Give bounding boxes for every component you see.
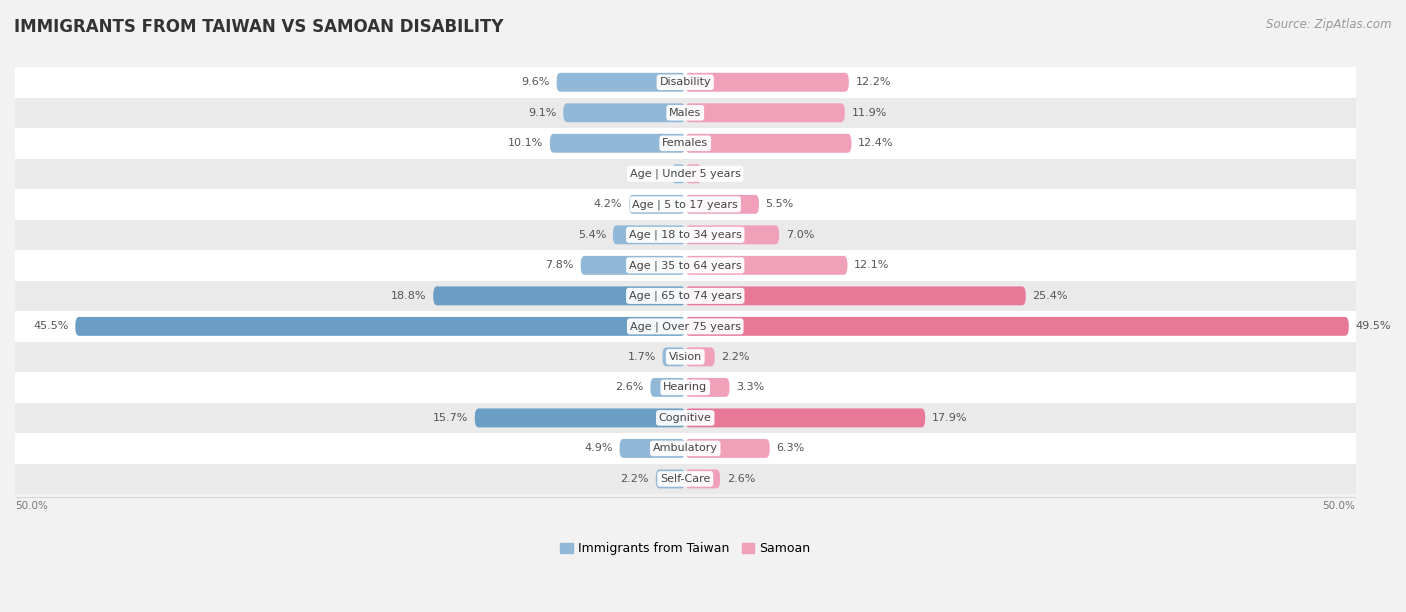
Text: 2.2%: 2.2% <box>620 474 650 484</box>
Bar <box>15 341 1355 372</box>
Bar <box>15 220 1355 250</box>
Text: Age | Over 75 years: Age | Over 75 years <box>630 321 741 332</box>
Text: 50.0%: 50.0% <box>15 501 48 511</box>
FancyBboxPatch shape <box>628 195 685 214</box>
Text: 50.0%: 50.0% <box>1323 501 1355 511</box>
Text: 1.2%: 1.2% <box>709 169 737 179</box>
FancyBboxPatch shape <box>685 348 714 367</box>
FancyBboxPatch shape <box>685 286 1026 305</box>
FancyBboxPatch shape <box>685 165 702 183</box>
FancyBboxPatch shape <box>685 195 759 214</box>
FancyBboxPatch shape <box>685 256 848 275</box>
Bar <box>15 403 1355 433</box>
Text: 3.3%: 3.3% <box>737 382 765 392</box>
Text: 9.6%: 9.6% <box>522 77 550 88</box>
Text: 25.4%: 25.4% <box>1032 291 1069 301</box>
FancyBboxPatch shape <box>685 73 849 92</box>
Text: 45.5%: 45.5% <box>34 321 69 331</box>
FancyBboxPatch shape <box>685 469 720 488</box>
FancyBboxPatch shape <box>564 103 685 122</box>
Text: 6.3%: 6.3% <box>776 444 804 453</box>
Text: Males: Males <box>669 108 702 118</box>
Text: 4.9%: 4.9% <box>585 444 613 453</box>
Text: 49.5%: 49.5% <box>1355 321 1391 331</box>
Text: IMMIGRANTS FROM TAIWAN VS SAMOAN DISABILITY: IMMIGRANTS FROM TAIWAN VS SAMOAN DISABIL… <box>14 18 503 36</box>
FancyBboxPatch shape <box>685 317 1348 336</box>
Text: 2.6%: 2.6% <box>616 382 644 392</box>
Text: 2.6%: 2.6% <box>727 474 755 484</box>
Text: Age | 65 to 74 years: Age | 65 to 74 years <box>628 291 742 301</box>
Bar <box>15 189 1355 220</box>
Text: Source: ZipAtlas.com: Source: ZipAtlas.com <box>1267 18 1392 31</box>
Text: 11.9%: 11.9% <box>852 108 887 118</box>
Bar <box>15 433 1355 464</box>
FancyBboxPatch shape <box>581 256 685 275</box>
Text: Ambulatory: Ambulatory <box>652 444 717 453</box>
FancyBboxPatch shape <box>685 439 769 458</box>
Text: Age | 18 to 34 years: Age | 18 to 34 years <box>628 230 742 240</box>
Bar <box>15 67 1355 97</box>
FancyBboxPatch shape <box>672 165 685 183</box>
Text: Self-Care: Self-Care <box>659 474 710 484</box>
FancyBboxPatch shape <box>651 378 685 397</box>
Bar <box>15 250 1355 281</box>
Text: Vision: Vision <box>669 352 702 362</box>
FancyBboxPatch shape <box>613 225 685 244</box>
Text: Age | 5 to 17 years: Age | 5 to 17 years <box>633 199 738 209</box>
FancyBboxPatch shape <box>655 469 685 488</box>
Text: 18.8%: 18.8% <box>391 291 426 301</box>
Text: 12.1%: 12.1% <box>855 260 890 271</box>
Text: 2.2%: 2.2% <box>721 352 749 362</box>
Text: 10.1%: 10.1% <box>508 138 543 148</box>
FancyBboxPatch shape <box>433 286 685 305</box>
Text: 9.1%: 9.1% <box>529 108 557 118</box>
Text: 7.0%: 7.0% <box>786 230 814 240</box>
Bar <box>15 464 1355 494</box>
FancyBboxPatch shape <box>685 408 925 427</box>
Text: 1.7%: 1.7% <box>627 352 655 362</box>
Text: Age | 35 to 64 years: Age | 35 to 64 years <box>628 260 741 271</box>
Bar <box>15 281 1355 311</box>
Text: 12.4%: 12.4% <box>858 138 894 148</box>
Bar <box>15 128 1355 159</box>
Text: 5.4%: 5.4% <box>578 230 606 240</box>
Text: Females: Females <box>662 138 709 148</box>
Text: 12.2%: 12.2% <box>855 77 891 88</box>
FancyBboxPatch shape <box>685 225 779 244</box>
FancyBboxPatch shape <box>685 378 730 397</box>
Text: 4.2%: 4.2% <box>593 200 623 209</box>
Text: 5.5%: 5.5% <box>766 200 794 209</box>
Text: 7.8%: 7.8% <box>546 260 574 271</box>
FancyBboxPatch shape <box>620 439 685 458</box>
FancyBboxPatch shape <box>76 317 685 336</box>
Text: Hearing: Hearing <box>664 382 707 392</box>
FancyBboxPatch shape <box>685 134 852 153</box>
Text: Age | Under 5 years: Age | Under 5 years <box>630 168 741 179</box>
Text: Disability: Disability <box>659 77 711 88</box>
Bar <box>15 97 1355 128</box>
FancyBboxPatch shape <box>550 134 685 153</box>
FancyBboxPatch shape <box>475 408 685 427</box>
Bar <box>15 311 1355 341</box>
Bar <box>15 159 1355 189</box>
Text: 17.9%: 17.9% <box>932 413 967 423</box>
Bar <box>15 372 1355 403</box>
Text: Cognitive: Cognitive <box>659 413 711 423</box>
FancyBboxPatch shape <box>557 73 685 92</box>
Text: 1.0%: 1.0% <box>637 169 665 179</box>
FancyBboxPatch shape <box>662 348 685 367</box>
Text: 15.7%: 15.7% <box>433 413 468 423</box>
FancyBboxPatch shape <box>685 103 845 122</box>
Legend: Immigrants from Taiwan, Samoan: Immigrants from Taiwan, Samoan <box>555 537 815 561</box>
